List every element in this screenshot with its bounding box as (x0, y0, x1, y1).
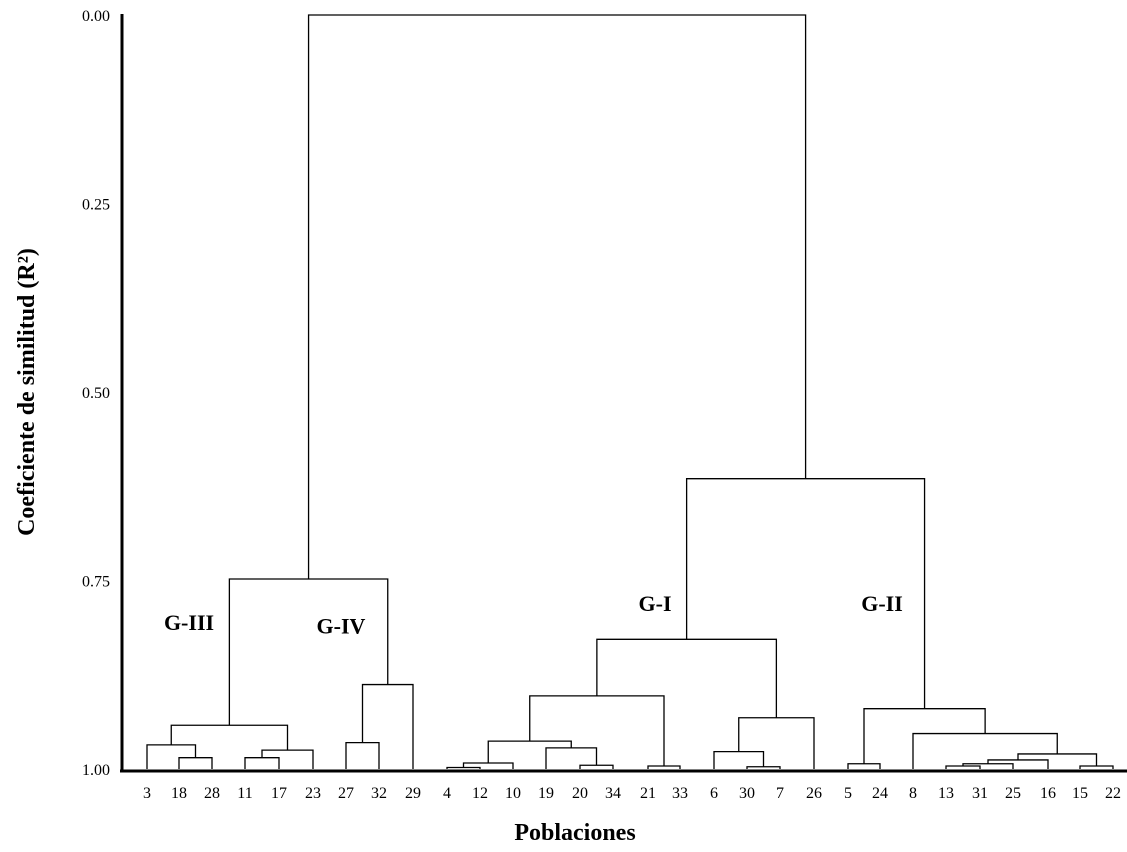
dendrogram-link (178, 757, 213, 769)
dendrogram-link (596, 638, 778, 718)
y-ticks: 0.00 0.25 0.50 0.75 1.00 (82, 8, 110, 779)
group-label: G-II (861, 591, 903, 616)
leaf-label: 8 (909, 785, 917, 802)
group-label: G-III (164, 610, 214, 635)
leaf-label: 34 (605, 785, 621, 802)
leaf-label: 17 (271, 785, 287, 802)
dendrogram-link (146, 744, 197, 769)
leaf-label: 20 (572, 785, 588, 802)
group-label: G-I (639, 591, 672, 616)
leaf-label: 16 (1040, 785, 1056, 802)
dendrogram-link (847, 763, 881, 769)
leaf-label: 6 (710, 785, 718, 802)
leaf-label: 30 (739, 785, 755, 802)
dendrogram-link (261, 749, 314, 769)
dendrogram-link (487, 740, 572, 763)
leaf-label: 3 (143, 785, 151, 802)
leaf-label: 18 (171, 785, 187, 802)
x-axis-title: Poblaciones (514, 820, 635, 846)
leaf-label: 27 (338, 785, 354, 802)
y-tick-label: 1.00 (82, 762, 110, 779)
dendrogram-link (446, 766, 481, 769)
dendrogram-link (170, 724, 289, 751)
leaf-label: 19 (538, 785, 554, 802)
leaf-label: 32 (371, 785, 387, 802)
group-label: G-IV (317, 614, 366, 639)
dendrogram-links (146, 14, 1114, 769)
group-labels: G-III G-IV G-I G-II (164, 591, 903, 639)
dendrogram-link (579, 764, 614, 769)
leaf-label: 23 (305, 785, 321, 802)
y-tick-label: 0.25 (82, 197, 110, 214)
leaf-label: 4 (443, 785, 451, 802)
dendrogram-link (361, 683, 414, 769)
dendrogram-link (945, 765, 981, 769)
leaf-label: 29 (405, 785, 421, 802)
leaf-label: 10 (505, 785, 521, 802)
y-axis-title: Coeficiente de similitud (R²) (14, 248, 40, 536)
y-tick-label: 0.75 (82, 574, 110, 591)
leaf-label: 13 (938, 785, 954, 802)
leaf-label: 12 (472, 785, 488, 802)
dendrogram-link (863, 708, 986, 764)
y-tick-label: 0.50 (82, 385, 110, 402)
leaf-label: 28 (204, 785, 220, 802)
dendrogram-link (244, 757, 280, 769)
leaf-label: 15 (1072, 785, 1088, 802)
leaf-label: 31 (972, 785, 988, 802)
leaf-label: 24 (872, 785, 888, 802)
leaf-label: 21 (640, 785, 656, 802)
dendrogram-link (746, 766, 781, 769)
leaf-label: 25 (1005, 785, 1021, 802)
leaf-label: 5 (844, 785, 852, 802)
leaf-label: 7 (776, 785, 784, 802)
dendrogram-link (987, 759, 1049, 769)
leaf-labels: 3 18 28 11 17 23 27 32 29 4 12 10 19 20 34 21 33 6 30 7 26 5 2… (143, 785, 1121, 802)
dendrogram-link (307, 14, 807, 579)
dendrogram-link (738, 717, 815, 769)
dendrogram-link (228, 578, 389, 726)
leaf-label: 26 (806, 785, 822, 802)
leaf-label: 11 (237, 785, 252, 802)
dendrogram-link (647, 765, 681, 769)
y-tick-label: 0.00 (82, 8, 110, 25)
leaf-label: 33 (672, 785, 688, 802)
dendrogram-link (1079, 765, 1114, 769)
dendrogram-link (345, 741, 380, 769)
leaf-label: 22 (1105, 785, 1121, 802)
